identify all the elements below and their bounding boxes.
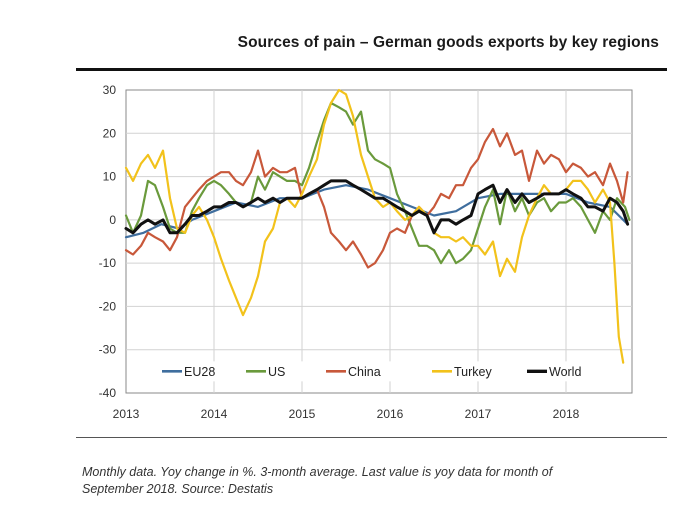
y-tick-label: -20	[99, 299, 117, 313]
footnote-rule	[76, 437, 667, 438]
plot-frame	[125, 89, 633, 394]
x-tick-label: 2015	[289, 407, 316, 421]
series-line-china	[124, 127, 629, 269]
x-tick-label: 2013	[113, 407, 140, 421]
series-line-world	[124, 179, 630, 235]
series-line-turkey	[124, 88, 625, 364]
y-tick-label: 20	[103, 126, 117, 140]
y-tick-label: 30	[103, 83, 117, 97]
footnote: Monthly data. Yoy change in %. 3-month a…	[82, 464, 662, 498]
x-tick-label: 2017	[465, 407, 492, 421]
legend-label-china: China	[348, 365, 381, 379]
legend-label-us: US	[268, 365, 285, 379]
legend-label-turkey: Turkey	[454, 365, 492, 379]
y-tick-label: -10	[99, 256, 117, 270]
legend-label-world: World	[549, 365, 581, 379]
y-tick-label: 0	[109, 213, 116, 227]
footnote-line-1: Monthly data. Yoy change in %. 3-month a…	[82, 465, 553, 479]
y-tick-label: -30	[99, 343, 117, 357]
footnote-line-2: September 2018. Source: Destatis	[82, 482, 274, 496]
line-chart: 30 20 10 0 -10 -20 -30 -40 2013 2014 2015 2016 2017 2…	[99, 83, 633, 421]
x-tick-label: 2016	[377, 407, 404, 421]
legend-label-eu28: EU28	[184, 365, 215, 379]
chart-title: Sources of pain – German goods exports b…	[237, 34, 659, 51]
x-tick-label: 2014	[201, 407, 228, 421]
series-line-us	[124, 101, 631, 265]
y-tick-label: -40	[99, 386, 117, 400]
y-tick-label: 10	[103, 170, 117, 184]
title-rule	[76, 68, 667, 71]
legend-background	[160, 361, 610, 382]
x-tick-label: 2018	[553, 407, 580, 421]
